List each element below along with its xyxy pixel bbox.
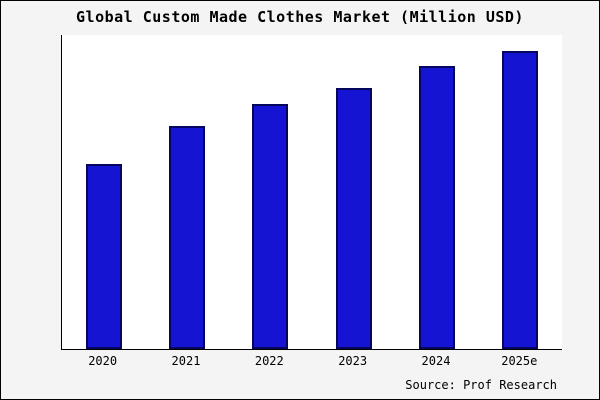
chart-title: Global Custom Made Clothes Market (Milli…: [76, 8, 524, 26]
x-tick-2025e: 2025e: [501, 354, 538, 368]
bar-slot-2022: [240, 35, 300, 349]
bar-2020: [85, 163, 122, 349]
bar-2022: [252, 104, 289, 349]
bar-2025e: [502, 50, 539, 349]
x-tick-2020: 2020: [88, 354, 118, 368]
bar-2021: [168, 126, 205, 349]
bar-slot-2020: [74, 35, 134, 349]
x-tick-2024: 2024: [421, 354, 451, 368]
x-tick-2021: 2021: [171, 354, 201, 368]
x-tick-2022: 2022: [254, 354, 284, 368]
bar-slot-2024: [407, 35, 467, 349]
plot-area: [61, 35, 562, 350]
bar-slot-2025e: [490, 35, 550, 349]
x-tick-2023: 2023: [338, 354, 368, 368]
bar-slot-2021: [157, 35, 217, 349]
bars: [62, 35, 562, 349]
bar-2023: [335, 88, 372, 349]
bar-2024: [418, 66, 455, 349]
bar-slot-2023: [324, 35, 384, 349]
source-caption: Source: Prof Research: [405, 378, 557, 392]
x-ticks: 2020 2021 2022 2023 2024 2025e: [61, 354, 561, 368]
